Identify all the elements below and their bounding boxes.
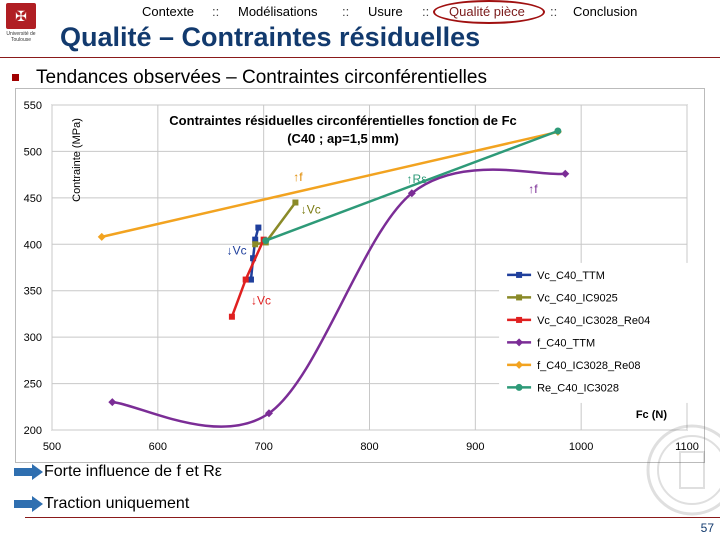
arrow-bullet-icon — [14, 496, 43, 512]
series-line — [265, 129, 559, 242]
y-tick-label: 450 — [24, 193, 42, 205]
page-title: Qualité – Contraintes résiduelles — [60, 22, 481, 52]
nav-item-modelisations[interactable]: Modélisations — [238, 4, 318, 19]
legend-marker — [516, 271, 523, 278]
data-point — [252, 241, 259, 248]
data-point — [247, 276, 254, 283]
data-point — [242, 276, 249, 283]
chart-annotation: ↓Vc — [227, 244, 247, 258]
residual-stress-chart: 200 250 300 350 400 450 500 550 500 600 700 800 900 1… — [15, 88, 705, 463]
y-axis-label: Contrainte (MPa) — [71, 118, 83, 202]
legend-box — [499, 262, 700, 403]
crest-icon: ✠ — [6, 3, 36, 29]
x-tick-label: 1100 — [675, 441, 699, 453]
y-tick-label: 350 — [24, 286, 42, 298]
x-axis-label: Fc (N) — [636, 409, 668, 421]
x-tick-label: 600 — [149, 441, 167, 453]
university-logo: ✠ Université de Toulouse — [3, 3, 39, 51]
legend-marker — [515, 383, 523, 391]
arrow-bullet-icon — [14, 464, 43, 480]
legend-entry: Re_C40_IC3028 — [537, 382, 619, 394]
data-point — [108, 398, 117, 407]
series-line — [249, 227, 260, 280]
x-tick-label: 1000 — [569, 441, 593, 453]
bullet-text: Traction uniquement — [44, 495, 190, 512]
data-point — [228, 313, 235, 320]
active-section-highlight — [433, 0, 545, 24]
watermark-seal-icon — [646, 424, 720, 516]
x-tick-label: 900 — [466, 441, 484, 453]
page-number: 57 — [700, 521, 714, 535]
y-tick-label: 550 — [24, 100, 42, 112]
data-point — [554, 127, 562, 135]
nav-item-usure[interactable]: Usure — [368, 4, 403, 19]
chart-subtitle: (C40 ; ap=1,5 mm) — [287, 131, 399, 146]
data-point — [97, 232, 106, 241]
data-point — [252, 236, 259, 243]
legend-entry: Vc_C40_IC9025 — [537, 292, 618, 304]
legend-marker — [516, 294, 523, 301]
data-point — [255, 224, 262, 231]
data-point — [264, 409, 273, 418]
nav-separator: :: — [422, 4, 430, 19]
nav-item-contexte[interactable]: Contexte — [142, 4, 195, 19]
footer-divider — [25, 517, 720, 518]
data-point — [561, 169, 570, 178]
legend-entry: f_C40_TTM — [537, 337, 595, 349]
logo-text: Université de Toulouse — [6, 31, 36, 43]
data-point — [250, 255, 257, 262]
data-point — [262, 237, 270, 245]
bullet-square-icon — [12, 74, 19, 81]
y-tick-label: 400 — [24, 239, 42, 251]
chart-title: Contraintes résiduelles circonférentiell… — [169, 113, 516, 128]
y-tick-label: 300 — [24, 332, 42, 344]
title-divider — [0, 57, 720, 58]
data-point — [292, 199, 299, 206]
chart-annotation: ↓Vc — [301, 203, 321, 217]
y-tick-label: 200 — [24, 425, 42, 437]
legend-entry: Vc_C40_TTM — [537, 270, 605, 282]
chart-annotation: ↑f — [528, 182, 538, 196]
nav-separator: :: — [550, 4, 558, 19]
series-line — [112, 168, 566, 428]
legend-marker — [515, 338, 524, 347]
legend-entry: Vc_C40_IC3028_Re04 — [537, 315, 650, 327]
x-tick-label: 500 — [43, 441, 61, 453]
nav-separator: :: — [212, 4, 220, 19]
chart-annotation: ↓Vc — [251, 294, 271, 308]
nav-item-conclusion[interactable]: Conclusion — [573, 4, 638, 19]
x-tick-label: 700 — [254, 441, 272, 453]
navigation-bar: Contexte :: Modélisations :: Usure :: Qu… — [120, 4, 720, 22]
nav-separator: :: — [342, 4, 350, 19]
legend-marker — [516, 316, 523, 323]
legend-entry: f_C40_IC3028_Re08 — [537, 360, 640, 372]
series-line — [101, 130, 559, 239]
chart-annotation: ↑f — [293, 170, 303, 184]
section-subtitle: Tendances observées – Contraintes circon… — [36, 67, 487, 88]
chart-annotation: ↑Rε — [407, 172, 428, 186]
data-point — [407, 189, 416, 198]
legend-marker — [515, 360, 524, 369]
y-tick-label: 250 — [24, 379, 42, 391]
x-tick-label: 800 — [360, 441, 378, 453]
y-tick-label: 500 — [24, 146, 42, 158]
bullet-text: Forte influence de f et Rε — [44, 463, 222, 480]
